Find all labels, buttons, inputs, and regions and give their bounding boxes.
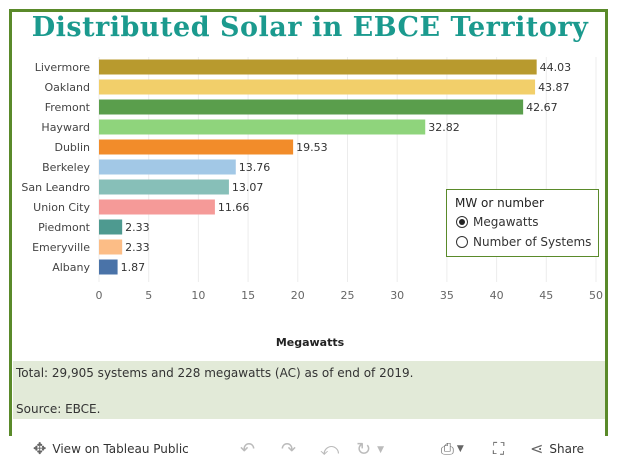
tableau-toolbar: ✥ View on Tableau Public ↶ ↷ ⤺ ↻ ▼ ⎙ ▼ ⛶ ⋖… <box>0 436 620 462</box>
data-label: 2.33 <box>125 221 150 234</box>
category-label: Livermore <box>35 61 91 74</box>
undo-icon: ↶ <box>240 439 256 460</box>
bar-chart: 0 5 10 15 20 25 30 35 40 45 50 Livermore 44.03 Oaklan… <box>21 57 603 302</box>
category-label: Emeryville <box>32 241 90 254</box>
category-label: San Leandro <box>21 181 90 194</box>
fullscreen-button[interactable]: ⛶ <box>493 439 504 459</box>
revert-button[interactable]: ⤺ <box>320 439 339 460</box>
option-systems-label: Number of Systems <box>473 235 592 249</box>
x-axis-label: Megawatts <box>275 336 345 349</box>
option-number-of-systems[interactable]: Number of Systems <box>456 235 591 249</box>
category-label: Albany <box>52 261 90 274</box>
filter-title: MW or number <box>455 196 544 210</box>
total-note: Total: 29,905 systems and 228 megawatts … <box>16 366 414 380</box>
data-label: 42.67 <box>526 101 558 114</box>
data-label: 19.53 <box>296 141 328 154</box>
x-tick-label: 10 <box>191 289 205 302</box>
data-label: 13.76 <box>239 161 271 174</box>
data-label: 2.33 <box>125 241 150 254</box>
data-label: 44.03 <box>540 61 572 74</box>
x-tick-label: 35 <box>440 289 454 302</box>
option-megawatts-label: Megawatts <box>473 215 539 229</box>
chart-title: Distributed Solar in EBCE Territory <box>31 12 589 43</box>
data-label: 32.82 <box>428 121 460 134</box>
chevron-down-icon: ▼ <box>377 444 385 455</box>
category-label: Piedmont <box>38 221 91 234</box>
radio-selected-icon[interactable] <box>456 216 468 228</box>
x-tick-label: 20 <box>291 289 305 302</box>
bar <box>99 199 215 215</box>
bar <box>99 179 229 195</box>
bar <box>99 139 294 155</box>
x-tick-label: 45 <box>539 289 553 302</box>
data-label: 43.87 <box>538 81 570 94</box>
category-label: Hayward <box>41 121 90 134</box>
x-tick-label: 50 <box>589 289 603 302</box>
redo-icon: ↷ <box>281 439 297 460</box>
tableau-logo-icon: ✥ <box>33 439 47 458</box>
bar <box>99 219 123 235</box>
share-button[interactable]: ⋖ Share <box>530 439 584 458</box>
x-tick-label: 25 <box>341 289 355 302</box>
bar <box>99 79 536 95</box>
view-label: View on Tableau Public <box>52 441 189 456</box>
chevron-down-icon: ▼ <box>456 444 464 454</box>
download-button[interactable]: ⎙ ▼ <box>441 439 464 459</box>
refresh-button[interactable]: ↻ ▼ <box>356 439 384 460</box>
data-label: 1.87 <box>121 261 146 274</box>
source-note: Source: EBCE. <box>16 402 101 416</box>
refresh-icon: ↻ <box>356 439 372 460</box>
bar <box>99 239 123 255</box>
bar <box>99 119 426 135</box>
share-icon: ⋖ <box>530 439 544 458</box>
revert-icon: ⤺ <box>320 439 340 460</box>
category-label: Oakland <box>44 81 90 94</box>
undo-button[interactable]: ↶ <box>240 439 255 460</box>
radio-unselected-icon[interactable] <box>456 236 468 248</box>
redo-button[interactable]: ↷ <box>281 439 296 460</box>
fullscreen-icon: ⛶ <box>493 439 505 458</box>
category-label: Berkeley <box>42 161 90 174</box>
option-megawatts[interactable]: Megawatts <box>456 215 539 229</box>
x-tick-label: 40 <box>490 289 504 302</box>
bar <box>99 159 236 175</box>
x-tick-label: 30 <box>390 289 404 302</box>
x-tick-label: 0 <box>96 289 103 302</box>
category-label: Union City <box>33 201 90 214</box>
data-label: 11.66 <box>218 201 250 214</box>
category-label: Fremont <box>45 101 91 114</box>
category-label: Dublin <box>54 141 90 154</box>
mw-or-number-filter: MW or number Megawatts Number of Systems <box>446 189 599 257</box>
bar <box>99 259 118 275</box>
x-tick-label: 5 <box>145 289 152 302</box>
notes-box: Total: 29,905 systems and 228 megawatts … <box>13 361 605 419</box>
bar <box>99 99 524 115</box>
x-tick-label: 15 <box>241 289 255 302</box>
view-on-tableau-button[interactable]: ✥ View on Tableau Public <box>33 439 189 458</box>
bar <box>99 59 537 75</box>
share-label: Share <box>549 441 585 456</box>
data-label: 13.07 <box>232 181 264 194</box>
download-icon: ⎙ <box>441 439 454 458</box>
